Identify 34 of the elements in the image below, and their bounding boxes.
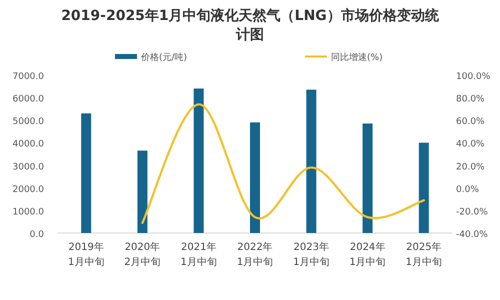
bar xyxy=(81,113,92,233)
y-tick-label: 4000.0 xyxy=(12,140,44,150)
y-tick-label: 7000.0 xyxy=(12,72,44,82)
bar xyxy=(362,124,373,233)
line-series xyxy=(141,103,425,224)
y2-tick-label: 80.0% xyxy=(456,94,486,105)
y2-tick-label: 60.0% xyxy=(456,117,486,128)
y-tick-label: 6000.0 xyxy=(12,94,44,105)
x-tick-label: 2020年 2月中旬 xyxy=(124,241,161,268)
bar xyxy=(137,150,148,233)
x-tick-label: 2019年 1月中旬 xyxy=(68,241,104,268)
bar xyxy=(194,88,204,233)
bar xyxy=(250,122,260,233)
y-tick-label: 1000.0 xyxy=(12,207,44,218)
y2-tick-label: -20.0% xyxy=(456,207,488,218)
x-tick-label: 2021年 1月中旬 xyxy=(180,241,217,268)
legend-label: 价格(元/吨) xyxy=(140,52,188,63)
bar xyxy=(418,142,429,233)
bar xyxy=(306,90,316,233)
y-tick-label: 0.0 xyxy=(30,230,44,240)
y-tick-label: 3000.0 xyxy=(12,162,44,172)
x-tick-label: 2025年 1月中旬 xyxy=(406,241,442,268)
y-tick-label: 5000.0 xyxy=(12,117,44,128)
chart-title: 2019-2025年1月中旬液化天然气（LNG）市场价格变动统计图 xyxy=(61,7,440,43)
y2-tick-label: -40.0% xyxy=(456,230,488,240)
y2-tick-label: 100.0% xyxy=(456,72,491,82)
legend-label: 同比增速(%) xyxy=(331,52,383,63)
x-tick-label: 2022年 1月中旬 xyxy=(236,241,274,268)
x-tick-label: 2024年 1月中旬 xyxy=(349,241,386,268)
y2-tick-label: 40.0% xyxy=(456,140,486,150)
y2-tick-label: 0.0% xyxy=(456,184,480,195)
x-tick-label: 2023年 1月中旬 xyxy=(293,241,330,268)
y-tick-label: 2000.0 xyxy=(12,184,44,195)
y2-tick-label: 20.0% xyxy=(456,162,486,172)
